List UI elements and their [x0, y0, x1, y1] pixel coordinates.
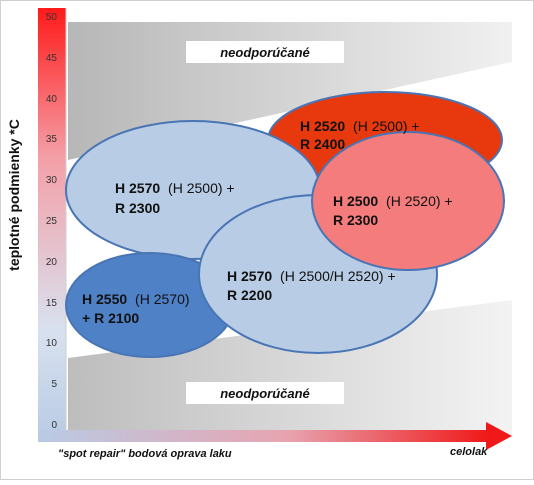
x-axis-arrow-shaft — [38, 430, 490, 442]
label-h2550-line2: + R 2100 — [82, 310, 139, 326]
y-tick-labels: 50 45 40 35 30 25 20 15 10 5 0 — [46, 12, 58, 431]
y-tick-45: 45 — [46, 53, 58, 64]
x-axis-right-label: celolak — [450, 446, 488, 458]
y-axis-label: teplotné podmienky *C — [6, 119, 22, 271]
y-tick-25: 25 — [46, 216, 58, 227]
label-h2570-r2300: H 2570 (H 2500) + — [115, 180, 235, 196]
y-tick-40: 40 — [46, 94, 58, 105]
label-h2570-r2200: H 2570 (H 2500/H 2520) + — [227, 268, 396, 284]
product-ellipse-h2500 — [311, 131, 505, 271]
bottom-not-recommended-zone — [68, 300, 512, 438]
label-h2550: H 2550 (H 2570) — [82, 291, 190, 307]
label-h2500: H 2500 (H 2520) + — [333, 193, 453, 209]
y-tick-30: 30 — [46, 175, 58, 186]
x-axis-left-label: "spot repair" bodová oprava laku — [58, 448, 232, 460]
label-h2570-r2300-line2: R 2300 — [115, 200, 160, 216]
label-h2520: H 2520 (H 2500) + — [300, 118, 420, 134]
temperature-scale-bar — [38, 8, 66, 438]
label-h2520-line2: R 2400 — [300, 136, 345, 152]
x-axis-arrow-head — [486, 422, 512, 450]
y-tick-20: 20 — [46, 257, 58, 268]
label-h2570-r2200-line2: R 2200 — [227, 287, 272, 303]
y-tick-50: 50 — [46, 12, 58, 23]
label-h2500-line2: R 2300 — [333, 212, 378, 228]
y-tick-10: 10 — [46, 338, 58, 349]
y-tick-35: 35 — [46, 134, 58, 145]
bottom-zone-label: neodporúčané — [220, 386, 310, 401]
bottom-zone-label-box — [186, 382, 344, 404]
y-tick-0: 0 — [51, 420, 57, 431]
top-zone-label: neodporúčané — [220, 45, 310, 60]
top-zone-label-box — [186, 41, 344, 63]
y-tick-5: 5 — [51, 379, 57, 390]
y-tick-15: 15 — [46, 298, 58, 309]
